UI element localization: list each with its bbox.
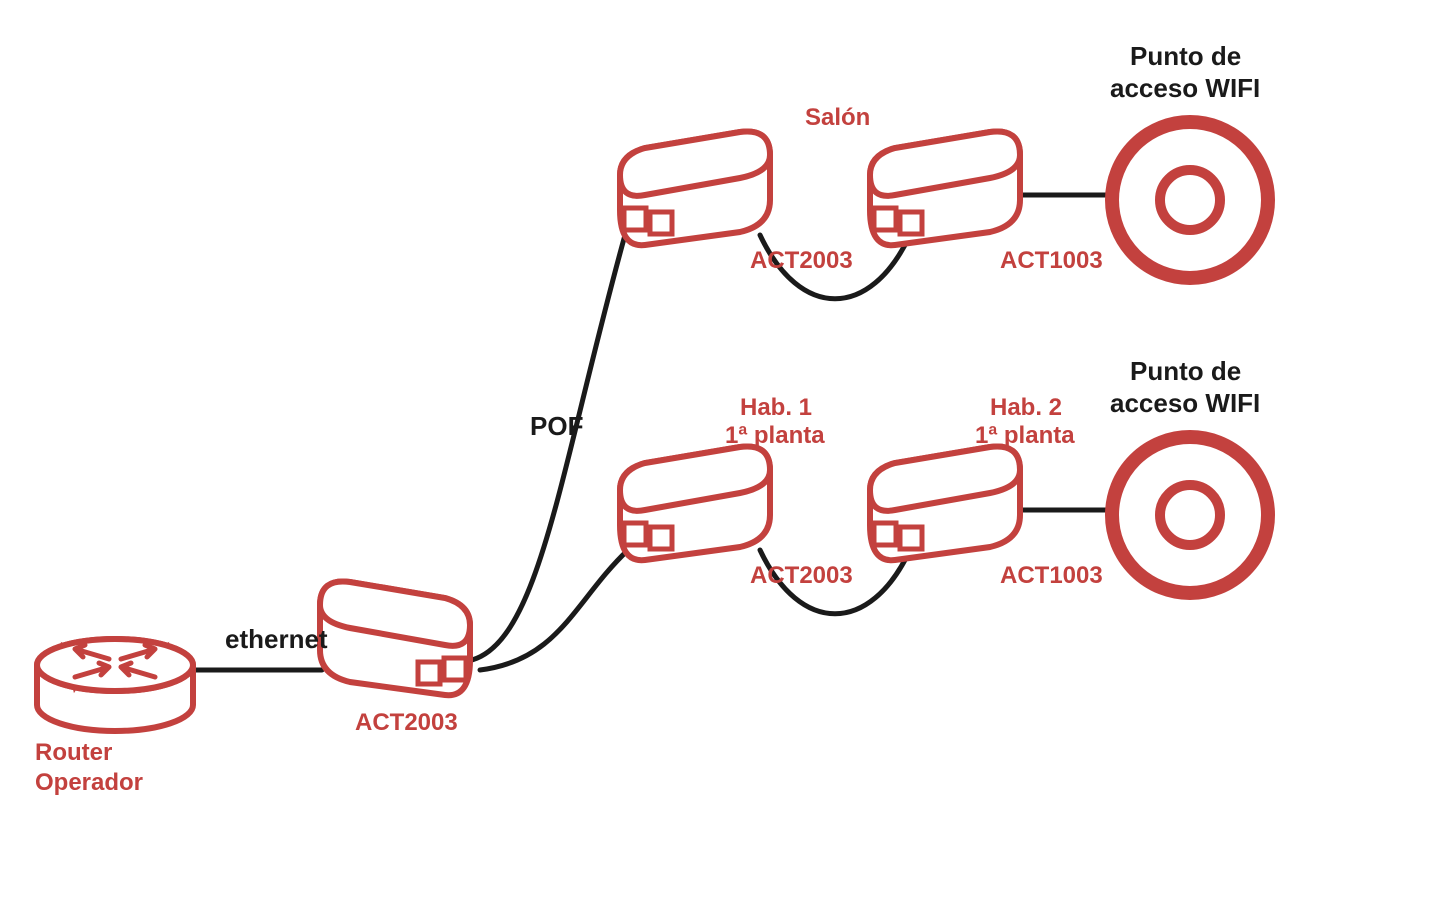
network-diagram: Router Operador ethernet ACT2003 POF Sal… xyxy=(0,0,1454,922)
ap-bottom-icon xyxy=(1112,437,1268,593)
pof-label: POF xyxy=(530,411,583,441)
device-act-main xyxy=(320,581,470,695)
act-main-label: ACT2003 xyxy=(355,709,458,736)
router-label: Router Operador xyxy=(35,739,143,796)
ap-bottom-label: Punto de acceso WIFI xyxy=(1110,356,1260,418)
act-hab1-label: ACT2003 xyxy=(750,562,853,589)
device-act-hab2 xyxy=(870,446,1020,560)
cable-pof-hab1 xyxy=(480,550,628,670)
act-salon-label: ACT2003 xyxy=(750,247,853,274)
hab1-label: Hab. 1 1ª planta xyxy=(725,394,825,449)
cable-pof-salon xyxy=(472,235,625,660)
act-hab2-label: ACT1003 xyxy=(1000,562,1103,589)
device-act-hab1 xyxy=(620,446,770,560)
device-act-salon xyxy=(620,131,770,245)
device-act-salon2 xyxy=(870,131,1020,245)
ethernet-label: ethernet xyxy=(225,624,328,654)
salon-label: Salón xyxy=(805,104,870,131)
act-salon2-label: ACT1003 xyxy=(1000,247,1103,274)
ap-top-icon xyxy=(1112,122,1268,278)
ap-top-label: Punto de acceso WIFI xyxy=(1110,41,1260,103)
hab2-label: Hab. 2 1ª planta xyxy=(975,394,1075,449)
router-icon xyxy=(37,639,193,731)
